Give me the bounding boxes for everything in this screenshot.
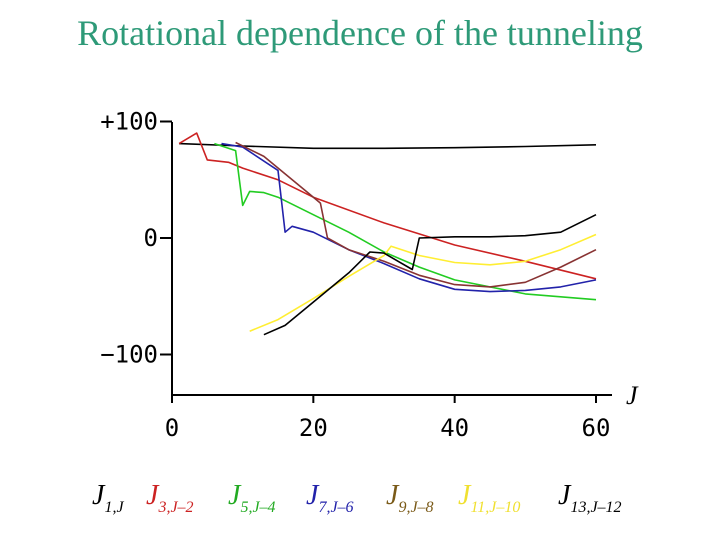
legend-symbol: J [458,480,472,511]
legend-subscript: 3,J–2 [157,499,193,516]
legend-symbol: J [228,480,242,511]
legend-item-1: J1,J [92,480,124,516]
legend-item-3: J5,J–4 [228,480,276,516]
legend-item-7: J13,J–12 [558,480,622,516]
series-line-2 [178,132,597,280]
x-tick-label: 0 [165,414,179,442]
series-line-7 [263,213,597,336]
series-line-3 [214,142,597,301]
legend-subscript: 11,J–10 [470,499,520,516]
legend-symbol: J [558,480,572,511]
legend-item-5: J9,J–8 [386,480,434,516]
x-tick-label: 20 [299,414,328,442]
legend-subscript: 5,J–4 [240,499,275,516]
series-line-4 [221,142,597,293]
legend-item-2: J3,J–2 [146,480,194,516]
y-tick-label: 0 [144,224,158,252]
y-tick-label: +100 [100,108,158,136]
legend-symbol: J [146,480,160,511]
legend-subscript: 1,J [104,499,124,516]
x-tick-label: 60 [582,414,611,442]
legend-subscript: 13,J–12 [570,499,621,516]
legend-subscript: 9,J–8 [398,499,433,516]
chart-title: Rotational dependence of the tunneling [77,13,643,53]
x-tick-label: 40 [440,414,469,442]
legend: J1,J J3,J–2 J5,J–4 J7,J–6 J9,J–8 J11,J–10 J13,… [92,480,622,516]
x-axis-label: J [626,381,639,410]
legend-symbol: J [306,480,320,511]
axes: +100 0 −100 0 20 40 60 J [100,108,639,443]
series-group [178,132,597,336]
legend-symbol: J [92,480,106,511]
y-tick-label: −100 [100,341,158,369]
legend-subscript: 7,J–6 [318,499,353,516]
legend-symbol: J [386,480,400,511]
series-line-6 [249,233,597,332]
legend-item-6: J11,J–10 [458,480,520,516]
legend-item-4: J7,J–6 [306,480,354,516]
